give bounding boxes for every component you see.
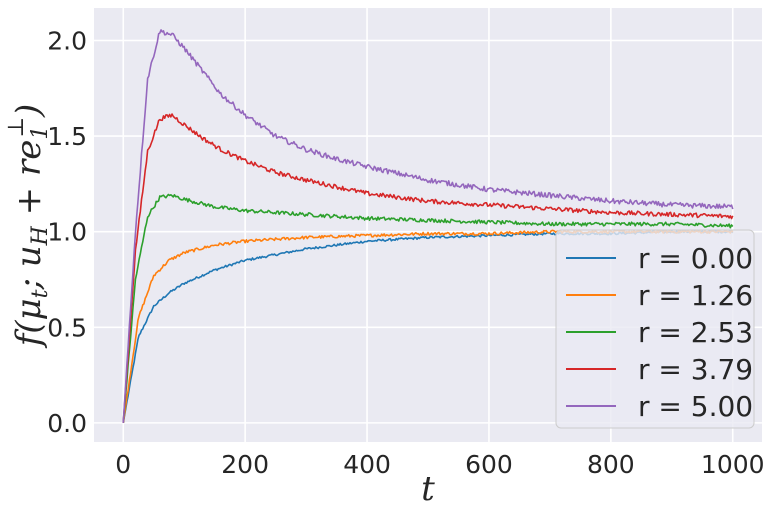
grid-lines: [94, 8, 762, 442]
legend-label: r = 3.79: [638, 353, 753, 386]
legend-label: r = 5.00: [638, 390, 753, 423]
x-tick-label: 0: [115, 450, 131, 479]
y-axis-label: f(μt; uH + re1⊥): [4, 104, 53, 350]
y-tick-label: 0.0: [47, 409, 87, 438]
series-line: [122, 29, 734, 423]
legend-box: [555, 229, 755, 429]
x-tick-label: 1000: [701, 450, 765, 479]
y-tick-label: 0.5: [47, 313, 87, 342]
y-tick-label: 1.0: [47, 218, 87, 247]
series-line: [122, 113, 734, 423]
legend-label: r = 2.53: [638, 316, 753, 349]
legend-label: r = 1.26: [638, 279, 753, 312]
series-line: [122, 193, 734, 423]
x-axis-label: t: [421, 469, 435, 509]
legend-label: r = 0.00: [638, 242, 753, 275]
x-tick-label: 400: [343, 450, 391, 479]
tick-labels: 0 200 400 600 800 1000 0.0 0.5 1.0 1.5 2.0: [47, 27, 764, 479]
y-tick-label: 1.5: [47, 122, 87, 151]
y-tick-label: 2.0: [47, 27, 87, 56]
svg-text:f(μt; uH + re1⊥): f(μt; uH + re1⊥): [4, 104, 53, 350]
x-tick-label: 800: [587, 450, 635, 479]
x-tick-label: 600: [465, 450, 513, 479]
x-tick-label: 200: [221, 450, 269, 479]
legend: r = 0.00 r = 1.26 r = 2.53 r = 3.79 r = 5.00: [555, 229, 755, 429]
